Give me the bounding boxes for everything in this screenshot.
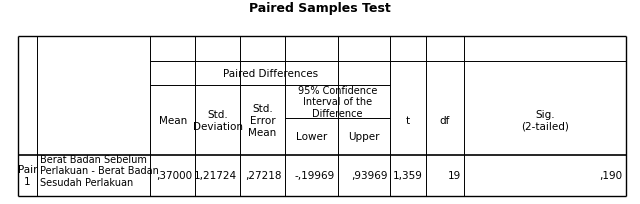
Text: Pair
1: Pair 1 [18,165,37,186]
Text: Std.
Deviation: Std. Deviation [193,110,243,131]
Text: 1,359: 1,359 [392,171,422,180]
Text: ,93969: ,93969 [351,171,387,180]
Text: -,19969: -,19969 [294,171,335,180]
Text: 95% Confidence
Interval of the
Difference: 95% Confidence Interval of the Differenc… [298,85,378,119]
Text: ,190: ,190 [600,171,623,180]
Text: 1,21724: 1,21724 [194,171,237,180]
Text: df: df [440,115,450,125]
Text: Mean: Mean [159,115,187,125]
Text: t: t [406,115,410,125]
Text: Berat Badan Sebelum
Perlakuan - Berat Badan
Sesudah Perlakuan: Berat Badan Sebelum Perlakuan - Berat Ba… [40,154,159,187]
Text: Std.
Error
Mean: Std. Error Mean [248,104,276,137]
Text: 19: 19 [447,171,461,180]
Text: ,27218: ,27218 [245,171,282,180]
Text: Paired Samples Test: Paired Samples Test [249,2,391,15]
Text: Paired Differences: Paired Differences [223,69,318,78]
Text: ,37000: ,37000 [156,171,192,180]
Text: Upper: Upper [348,132,380,142]
Text: Sig.
(2-tailed): Sig. (2-tailed) [521,110,569,131]
Text: Lower: Lower [296,132,327,142]
